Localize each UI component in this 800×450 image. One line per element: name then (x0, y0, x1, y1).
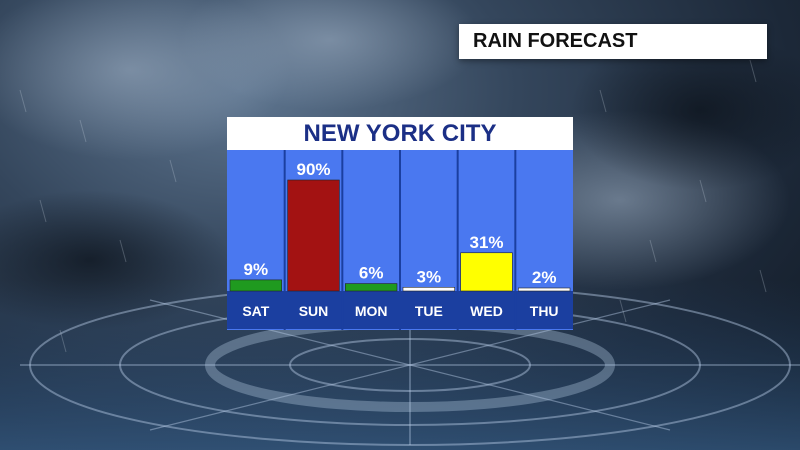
bar-tue (402, 287, 455, 292)
value-label-tue: 3% (417, 267, 442, 286)
day-label-sun: SUN (299, 303, 329, 319)
chart-title: NEW YORK CITY (227, 117, 573, 150)
value-label-sun: 90% (296, 160, 330, 179)
day-label-sat: SAT (242, 303, 269, 319)
bar-sun (287, 179, 340, 292)
bar-thu (518, 287, 571, 292)
value-label-thu: 2% (532, 268, 557, 287)
bar-sat (229, 279, 282, 292)
day-label-tue: TUE (415, 303, 443, 319)
bar-wed (460, 252, 513, 292)
value-label-sat: 9% (244, 260, 269, 279)
day-label-mon: MON (355, 303, 388, 319)
value-label-mon: 6% (359, 264, 384, 283)
bar-mon (345, 283, 398, 292)
rain-chance-bar-chart: 9% SAT 90% SUN 6% MON 3% TUE 31% WED 2% THU (227, 150, 573, 330)
rain-streaks (19, 59, 767, 353)
value-label-wed: 31% (469, 233, 503, 252)
rain-forecast-badge: RAIN FORECAST (459, 24, 767, 59)
day-label-thu: THU (530, 303, 559, 319)
day-label-wed: WED (470, 303, 503, 319)
